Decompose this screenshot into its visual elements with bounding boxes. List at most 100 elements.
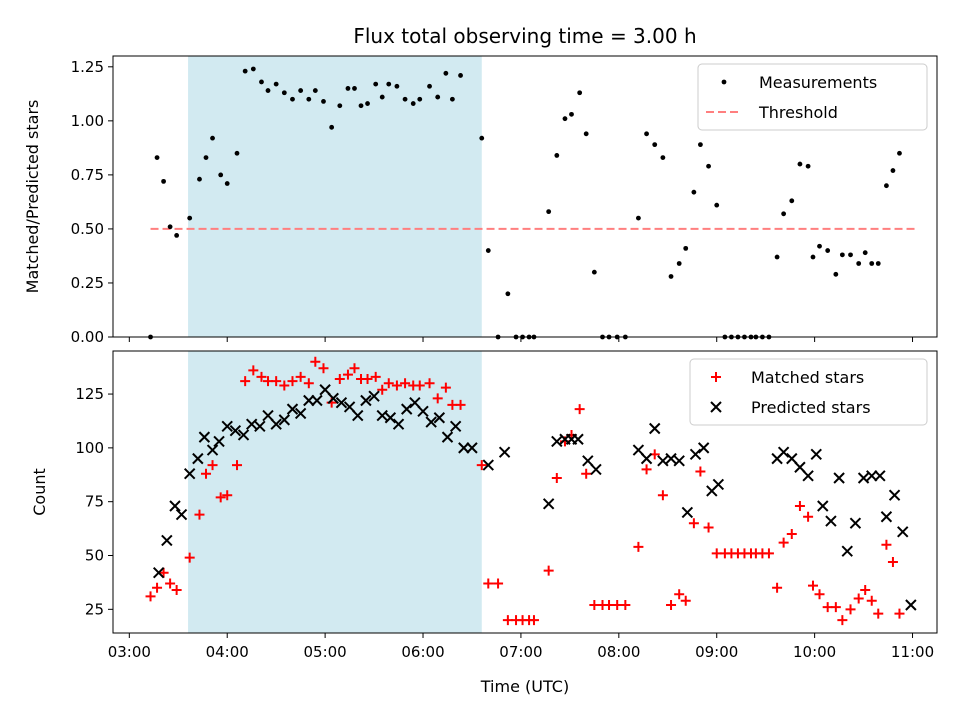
top-series0-point — [797, 161, 803, 167]
bottom-series1-point — [192, 452, 204, 465]
bottom-series0-point — [256, 371, 267, 382]
bottom-series0-point — [303, 378, 314, 389]
bottom-series0-point — [887, 556, 898, 567]
top-series0-point — [210, 135, 215, 141]
bottom-series0-point — [674, 589, 685, 600]
bottom-series0-point — [377, 384, 388, 395]
x-tick-label: 10:00 — [793, 643, 836, 661]
bottom-series1-point — [590, 463, 602, 476]
bottom-series0-point — [171, 584, 182, 595]
top-series0-point — [259, 79, 264, 85]
top-series0-point — [242, 68, 248, 74]
top-series0-point — [306, 96, 312, 102]
bottom-series0-point — [248, 365, 259, 376]
bottom-series1-point — [786, 452, 798, 465]
bottom-series0-point — [860, 584, 871, 595]
x-tick-label: 03:00 — [108, 643, 151, 661]
top-series0-point — [443, 70, 449, 76]
bottom-series0-point — [866, 595, 877, 606]
bottom-series1-point — [542, 498, 555, 510]
top-series0-point — [427, 83, 432, 89]
top-series0-point — [505, 291, 511, 297]
bottom-series1-point — [327, 392, 339, 405]
top-series0-point — [485, 248, 491, 253]
top-series0-point — [417, 96, 423, 102]
top-series0-point — [218, 172, 224, 178]
top-series0-point — [676, 261, 682, 266]
bottom-series0-point — [476, 460, 487, 471]
bottom-series1-point — [376, 409, 388, 422]
bottom-series1-point — [368, 390, 380, 402]
bottom-series1-point — [551, 435, 563, 448]
bottom-series0-point — [440, 382, 451, 393]
bottom-series1-point — [466, 442, 478, 454]
bottom-series1-point — [673, 455, 685, 467]
bottom-series1-point — [905, 599, 917, 611]
bottom-series1-point — [857, 472, 870, 484]
bottom-series1-point — [175, 508, 188, 521]
top-series0-point — [554, 153, 560, 158]
bottom-series1-point — [802, 470, 814, 482]
top-series0-point — [273, 81, 279, 87]
bottom-series1-point — [270, 418, 282, 430]
top-series0-point — [358, 103, 364, 109]
bottom-series0-point — [158, 567, 169, 578]
top-series0-point — [365, 101, 370, 106]
x-tick-label: 05:00 — [304, 643, 347, 661]
x-axis-label: Time (UTC) — [480, 677, 569, 696]
top-series0-point — [224, 181, 230, 186]
x-tick-label: 09:00 — [695, 643, 738, 661]
bottom-series1-point — [665, 452, 677, 465]
bottom-series0-point — [493, 578, 504, 589]
bottom-series0-point — [400, 378, 411, 389]
bottom-series1-point — [183, 467, 196, 480]
bottom-y-tick-label: 75 — [85, 493, 104, 511]
top-series0-point — [683, 245, 689, 251]
bottom-series0-point — [620, 600, 631, 611]
bottom-series0-point — [207, 460, 218, 471]
bottom-legend — [689, 358, 928, 426]
top-series0-point — [810, 254, 816, 260]
top-series0-point — [668, 274, 674, 279]
top-series0-point — [897, 150, 902, 156]
top-series0-point — [250, 66, 256, 72]
bottom-series1-point — [262, 409, 274, 422]
top-series0-point — [714, 202, 720, 208]
bottom-series0-point — [391, 380, 402, 391]
top-series0-point — [298, 88, 304, 93]
bottom-series0-point — [574, 404, 585, 415]
bottom-series1-point — [874, 470, 886, 482]
top-series0-point — [781, 211, 787, 217]
bottom-series0-point — [271, 376, 282, 387]
top-series0-point — [562, 116, 568, 122]
top-series0-point — [862, 250, 868, 256]
top-series0-point — [546, 209, 552, 215]
bottom-series0-point — [432, 393, 443, 404]
top-series0-point — [479, 135, 485, 141]
top-series0-point — [833, 271, 839, 277]
bottom-series0-point — [287, 376, 298, 387]
top-series0-point — [379, 94, 385, 100]
bottom-series0-point — [703, 522, 714, 533]
bottom-series1-point — [572, 433, 584, 445]
bottom-series0-point — [295, 371, 306, 382]
top-series0-point — [234, 150, 240, 156]
top-series0-point — [435, 94, 441, 100]
top-series0-point — [197, 176, 202, 182]
bottom-series1-point — [352, 409, 364, 422]
top-series0-point — [890, 168, 896, 173]
bottom-series0-point — [772, 582, 783, 593]
top-legend — [697, 63, 928, 131]
bottom-series0-point — [845, 604, 856, 615]
bottom-series1-point — [425, 416, 437, 428]
top-series0-point — [848, 252, 853, 258]
bottom-series1-point — [229, 424, 242, 437]
bottom-series1-point — [681, 506, 694, 519]
bottom-frame — [112, 350, 938, 634]
bottom-series0-point — [194, 509, 205, 520]
bottom-series0-point — [424, 378, 435, 389]
top-y-tick-label: 0.25 — [71, 274, 104, 292]
top-series0-point — [591, 269, 597, 275]
bottom-series1-point — [213, 435, 225, 448]
